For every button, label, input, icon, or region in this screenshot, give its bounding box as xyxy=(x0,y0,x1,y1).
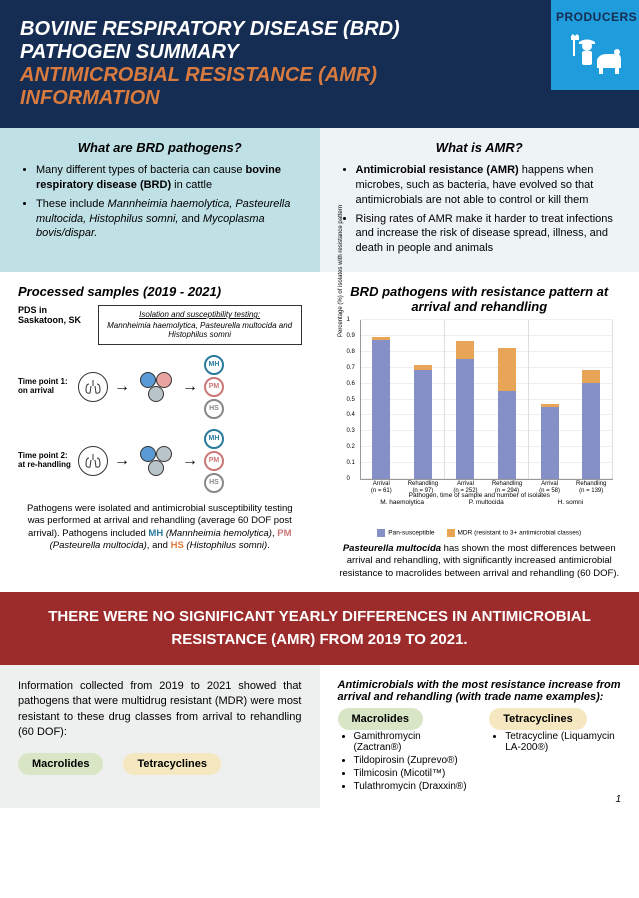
title-line-1: BOVINE RESPIRATORY DISEASE (BRD) xyxy=(20,18,541,41)
tetracyclines-list: Tetracycline (Liquamycin LA-200®) xyxy=(489,731,621,753)
mdr-summary-text: Information collected from 2019 to 2021 … xyxy=(18,679,302,741)
info-brd-list: Many different types of bacteria can cau… xyxy=(18,163,302,241)
legend-pan: Pan-susceptible xyxy=(377,529,434,537)
audience-label: PRODUCERS xyxy=(556,10,634,24)
list-item: Tilmicosin (Micotil™) xyxy=(354,768,470,779)
pathogen-badges: MH PM HS xyxy=(204,429,224,493)
iso-title: Isolation and susceptibility testing: xyxy=(105,310,295,320)
chart-legend: Pan-susceptible MDR (resistant to 3+ ant… xyxy=(338,529,622,537)
tetracyclines-column: Tetracyclines Tetracycline (Liquamycin L… xyxy=(489,713,621,794)
macrolides-column: Macrolides Gamithromycin (Zactran®)Tildo… xyxy=(338,713,470,794)
key-finding-banner: THERE WERE NO SIGNIFICANT YEARLY DIFFERE… xyxy=(0,592,639,665)
list-item: These include Mannheimia haemolytica, Pa… xyxy=(36,197,302,242)
processed-heading: Processed samples (2019 - 2021) xyxy=(18,284,302,299)
list-item: Rising rates of AMR make it harder to tr… xyxy=(356,212,622,257)
farmer-cow-icon xyxy=(556,32,634,85)
list-item: Gamithromycin (Zactran®) xyxy=(354,731,470,753)
processed-caption: Pathogens were isolated and antimicrobia… xyxy=(18,503,302,552)
timepoint-2-row: Time point 2:at re-handling → → MH PM HS xyxy=(18,429,302,493)
lungs-icon xyxy=(78,372,108,402)
hs-badge: HS xyxy=(204,399,224,419)
chart-caption: Pasteurella multocida has shown the most… xyxy=(338,543,622,580)
info-amr-box: What is AMR? Antimicrobial resistance (A… xyxy=(320,128,639,272)
info-row: What are BRD pathogens? Many different t… xyxy=(0,128,639,272)
subtitle-line-2: INFORMATION xyxy=(20,87,541,110)
pds-label: PDS in Saskatoon, SK xyxy=(18,305,90,325)
mid-row: Processed samples (2019 - 2021) PDS in S… xyxy=(0,272,639,592)
tetracyclines-pill: Tetracyclines xyxy=(489,708,587,730)
macrolides-pill: Macrolides xyxy=(338,708,423,730)
header-title-block: BOVINE RESPIRATORY DISEASE (BRD) PATHOGE… xyxy=(20,18,541,110)
arrow-icon: → xyxy=(182,378,198,396)
pm-badge: PM xyxy=(204,451,224,471)
list-item: Antimicrobial resistance (AMR) happens w… xyxy=(356,163,622,208)
mdr-summary-box: Information collected from 2019 to 2021 … xyxy=(0,665,320,808)
list-item: Tulathromycin (Draxxin®) xyxy=(354,781,470,792)
header: BOVINE RESPIRATORY DISEASE (BRD) PATHOGE… xyxy=(0,0,639,128)
isolation-box: Isolation and susceptibility testing: Ma… xyxy=(98,305,302,345)
drug-examples-box: Antimicrobials with the most resistance … xyxy=(320,665,639,808)
bar-chart: Percentage (%) of isolates with resistan… xyxy=(360,320,614,480)
macrolides-pill: Macrolides xyxy=(18,753,103,775)
title-line-2: PATHOGEN SUMMARY xyxy=(20,41,541,64)
legend-mdr: MDR (resistant to 3+ antimicrobial class… xyxy=(447,529,582,537)
drug-examples-heading: Antimicrobials with the most resistance … xyxy=(338,679,622,703)
chart-heading: BRD pathogens with resistance pattern at… xyxy=(338,284,622,314)
info-brd-box: What are BRD pathogens? Many different t… xyxy=(0,128,320,272)
timepoint-1-row: Time point 1:on arrival → → MH PM HS xyxy=(18,355,302,419)
tp2-label: Time point 2:at re-handling xyxy=(18,452,72,470)
list-item: Tildopirosin (Zuprevo®) xyxy=(354,755,470,766)
macrolides-list: Gamithromycin (Zactran®) Tildopirosin (Zu… xyxy=(338,731,470,792)
chart-panel: BRD pathogens with resistance pattern at… xyxy=(320,272,639,592)
hs-badge: HS xyxy=(204,473,224,493)
arrow-icon: → xyxy=(114,378,130,396)
pathogen-badges: MH PM HS xyxy=(204,355,224,419)
bottom-row: Information collected from 2019 to 2021 … xyxy=(0,665,639,808)
list-item: Tetracycline (Liquamycin LA-200®) xyxy=(505,731,621,753)
tp1-label: Time point 1:on arrival xyxy=(18,378,72,396)
arrow-icon: → xyxy=(114,452,130,470)
info-amr-heading: What is AMR? xyxy=(338,140,622,155)
mh-badge: MH xyxy=(204,355,224,375)
page-number: 1 xyxy=(615,794,621,805)
subtitle-line-1: ANTIMICROBIAL RESISTANCE (AMR) xyxy=(20,64,541,87)
pm-badge: PM xyxy=(204,377,224,397)
info-amr-list: Antimicrobial resistance (AMR) happens w… xyxy=(338,163,622,256)
culture-circles xyxy=(136,444,176,478)
audience-badge: PRODUCERS xyxy=(551,0,639,90)
info-brd-heading: What are BRD pathogens? xyxy=(18,140,302,155)
processed-samples: Processed samples (2019 - 2021) PDS in S… xyxy=(0,272,320,592)
tetracyclines-pill: Tetracyclines xyxy=(123,753,221,775)
list-item: Many different types of bacteria can cau… xyxy=(36,163,302,193)
chart-ylabel: Percentage (%) of isolates with resistan… xyxy=(338,204,344,336)
iso-sub: Mannheimia haemolytica, Pasteurella mult… xyxy=(107,321,292,340)
arrow-icon: → xyxy=(182,452,198,470)
lungs-icon xyxy=(78,446,108,476)
culture-circles xyxy=(136,370,176,404)
mh-badge: MH xyxy=(204,429,224,449)
